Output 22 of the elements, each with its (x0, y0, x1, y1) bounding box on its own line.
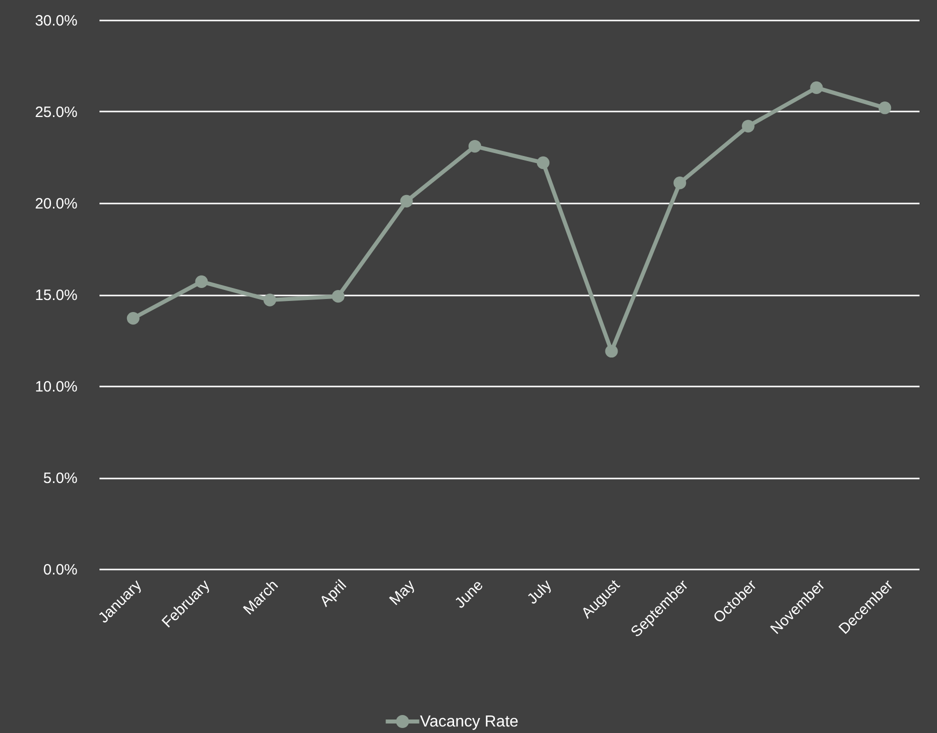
y-tick-label: 20.0% (34, 196, 78, 212)
point (674, 176, 686, 190)
y-tick-label: 5.0% (43, 470, 78, 487)
y-tick-label: 15.0% (34, 287, 78, 304)
legend-label: Vacancy Rate (420, 714, 519, 730)
x-tick-label: May (386, 576, 419, 609)
point (810, 81, 823, 94)
point (742, 120, 754, 132)
point (605, 344, 618, 358)
x-tick-label: July (524, 576, 556, 608)
y-tick-label: 0.0% (43, 562, 78, 578)
y-tick-label: 10.0% (34, 378, 78, 396)
y-tick-label: 30.0% (34, 12, 78, 30)
point (400, 194, 413, 208)
point (878, 102, 892, 114)
point (126, 312, 140, 325)
y-tick-label: 25.0% (34, 104, 78, 121)
point (332, 290, 344, 303)
point (536, 156, 550, 170)
point (264, 294, 276, 306)
point (468, 140, 482, 153)
point (195, 275, 208, 288)
